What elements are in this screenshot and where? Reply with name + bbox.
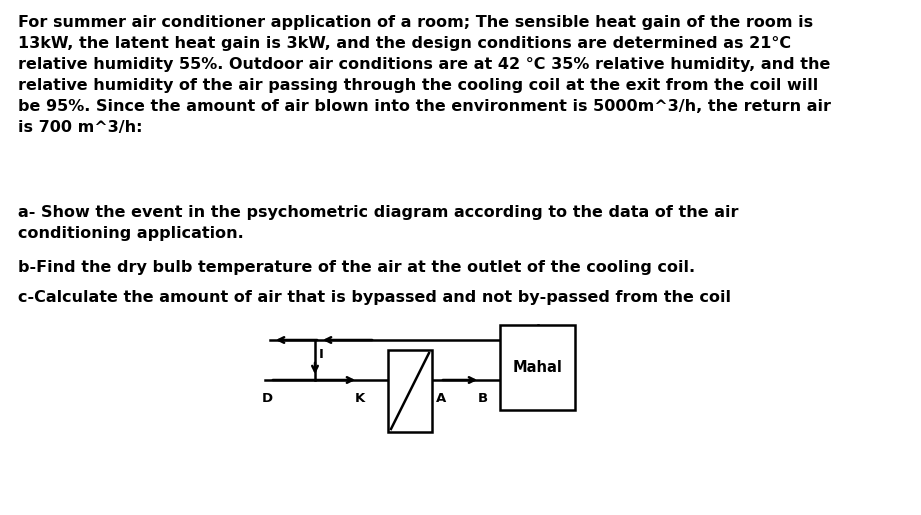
Text: B: B	[478, 392, 488, 405]
Text: D: D	[262, 392, 274, 405]
Bar	[500, 325, 575, 410]
Text: For summer air conditioner application of a room; The sensible heat gain of the : For summer air conditioner application o…	[18, 15, 831, 135]
Text: A: A	[436, 392, 447, 405]
Text: c-Calculate the amount of air that is bypassed and not by-passed from the coil: c-Calculate the amount of air that is by…	[18, 290, 731, 305]
Text: b-Find the dry bulb temperature of the air at the outlet of the cooling coil.: b-Find the dry bulb temperature of the a…	[18, 260, 695, 275]
Text: Mahal: Mahal	[513, 360, 563, 375]
Text: K: K	[355, 392, 366, 405]
Text: I: I	[319, 349, 324, 362]
Bar	[388, 350, 432, 432]
Text: a- Show the event in the psychometric diagram according to the data of the air
c: a- Show the event in the psychometric di…	[18, 205, 739, 241]
